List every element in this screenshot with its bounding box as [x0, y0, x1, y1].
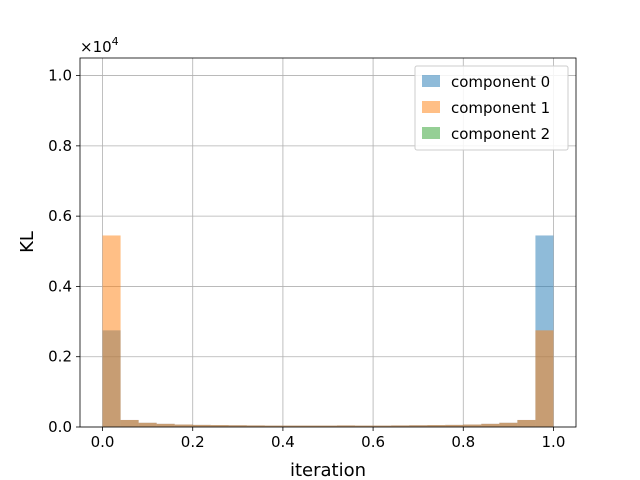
x-tick-label-4: 0.8	[451, 433, 475, 451]
x-tick-label-2: 0.4	[271, 433, 295, 451]
y-axis-label: KL	[17, 231, 38, 253]
y-tick-label-1: 0.2	[48, 348, 72, 366]
y-axis-ticks: 0.0 0.2 0.4 0.6 0.8 1.0	[48, 67, 80, 436]
x-tick-label-3: 0.6	[361, 433, 385, 451]
bar-series-1-bin-22	[499, 422, 518, 427]
bar-series-1-bin-23	[517, 419, 536, 427]
bar-series-1-bin-24	[535, 330, 554, 427]
legend-label-2: component 2	[451, 125, 550, 143]
y-tick-label-3: 0.6	[48, 207, 72, 225]
y-tick-label-4: 0.8	[48, 137, 72, 155]
bar-series-1-bin-1	[120, 419, 139, 427]
legend-label-1: component 1	[451, 99, 550, 117]
bar-series-1-bin-17	[409, 425, 428, 427]
bar-series-1-bin-7	[228, 425, 247, 427]
x-axis-label: iteration	[290, 460, 366, 480]
x-tick-label-5: 1.0	[542, 433, 566, 451]
bar-series-1-bin-3	[156, 423, 175, 427]
bar-series-1-bin-5	[192, 424, 211, 427]
y-axis-multiplier: ×104	[80, 35, 119, 56]
bar-series-1-bin-20	[463, 424, 482, 427]
x-axis-ticks: 0.0 0.2 0.4 0.6 0.8 1.0	[91, 427, 566, 451]
bar-series-1-bin-16	[391, 425, 410, 427]
bar-series-1-bin-6	[210, 425, 229, 427]
bar-series-1-bin-15	[373, 425, 392, 427]
x-tick-label-0: 0.0	[91, 433, 115, 451]
bar-series-1-bin-12	[318, 425, 338, 427]
bar-series-1-bin-14	[355, 425, 374, 427]
bar-series-1-bin-10	[282, 425, 301, 427]
legend: component 0 component 1 component 2	[414, 65, 569, 151]
bars	[102, 235, 554, 427]
bar-series-1-bin-2	[138, 422, 157, 427]
y-tick-label-5: 1.0	[48, 67, 72, 85]
legend-swatch-2	[422, 127, 440, 139]
legend-swatch-0	[422, 75, 440, 87]
y-tick-label-2: 0.4	[48, 277, 72, 295]
bar-series-1-bin-13	[337, 425, 356, 427]
legend-label-0: component 0	[451, 73, 550, 91]
bar-series-1-bin-21	[481, 423, 500, 427]
bar-series-1-bin-11	[300, 425, 319, 427]
y-tick-label-0: 0.0	[48, 418, 72, 436]
bar-series-1-bin-18	[427, 425, 446, 427]
bar-series-1-bin-0	[102, 235, 121, 427]
x-tick-label-1: 0.2	[181, 433, 205, 451]
legend-swatch-1	[422, 101, 440, 113]
plot-frame	[79, 57, 577, 428]
bar-series-1-bin-8	[246, 425, 265, 427]
bar-series-1-bin-9	[264, 425, 283, 427]
legend-box	[414, 65, 569, 151]
bar-series-1-bin-4	[174, 424, 193, 427]
bar-series-1-bin-19	[445, 424, 464, 427]
